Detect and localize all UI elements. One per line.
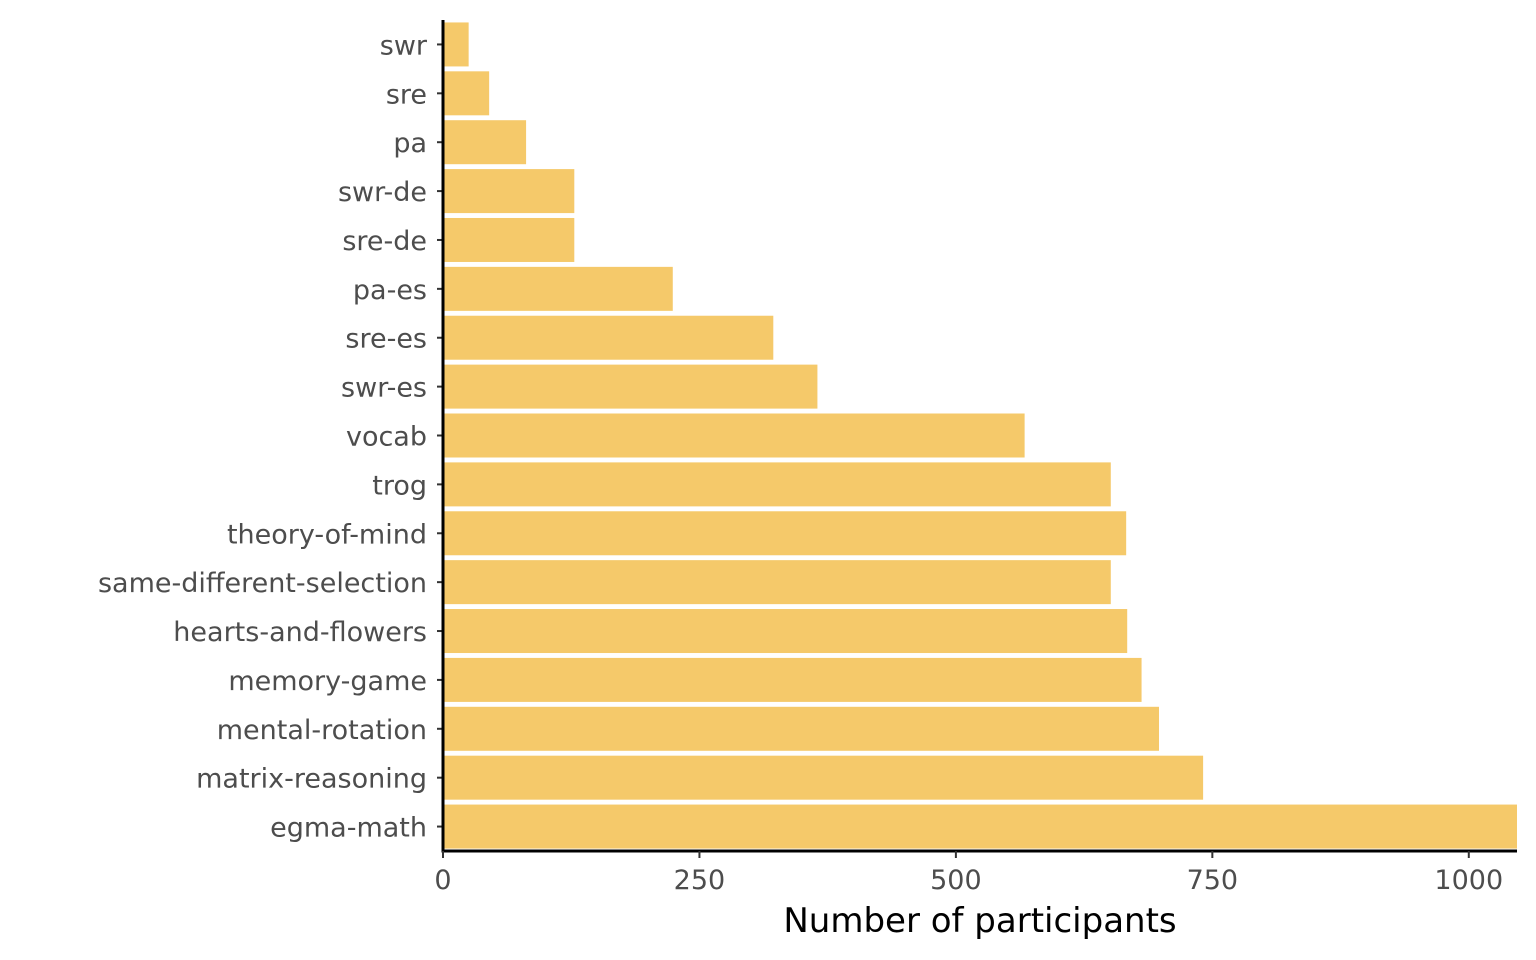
y-tick-label-matrix-reasoning: matrix-reasoning	[196, 764, 427, 795]
x-axis: 0 250 500 750 1000	[434, 849, 1517, 896]
bar-pa-es	[443, 266, 673, 311]
bar-pa	[443, 120, 527, 165]
bar-theory-of-mind	[443, 511, 1127, 556]
y-tick-label-sre-es: sre-es	[345, 324, 427, 355]
y-tick-label-mental-rotation: mental-rotation	[217, 715, 427, 746]
bar-memory-game	[443, 657, 1142, 702]
bar-same-different-selection	[443, 560, 1111, 605]
bar-mental-rotation	[443, 706, 1159, 751]
y-tick-label-egma-math: egma-math	[270, 813, 427, 844]
bar-swr-es	[443, 364, 818, 409]
bar-sre-es	[443, 315, 774, 360]
x-axis-title: Number of participants	[783, 901, 1176, 941]
y-tick-label-swr: swr	[380, 30, 428, 61]
bar-matrix-reasoning	[443, 755, 1204, 800]
y-tick-label-trog: trog	[372, 470, 427, 501]
y-tick-label-sre: sre	[386, 79, 427, 110]
y-tick-label-sre-de: sre-de	[342, 226, 427, 257]
y-tick-label-vocab: vocab	[346, 422, 427, 453]
bar-sre-de	[443, 217, 575, 262]
y-tick-label-swr-de: swr-de	[338, 177, 427, 208]
y-tick-label-same-different-selection: same-different-selection	[98, 568, 427, 599]
x-tick-label-500: 500	[930, 865, 982, 896]
x-tick-label-0: 0	[434, 865, 451, 896]
bar-sre	[443, 71, 490, 116]
bar-hearts-and-flowers	[443, 609, 1128, 654]
bar-swr-de	[443, 169, 575, 214]
y-tick-label-theory-of-mind: theory-of-mind	[227, 519, 427, 550]
x-tick-label-750: 750	[1187, 865, 1239, 896]
y-tick-label-pa-es: pa-es	[353, 275, 427, 306]
bar-swr	[443, 22, 469, 67]
bar-vocab	[443, 413, 1025, 458]
y-tick-label-pa: pa	[393, 128, 427, 159]
x-tick-label-250: 250	[674, 865, 726, 896]
y-tick-label-hearts-and-flowers: hearts-and-flowers	[173, 617, 427, 648]
bar-egma-math	[443, 804, 1517, 849]
bars-group	[443, 22, 1517, 849]
bar-trog	[443, 462, 1111, 507]
y-axis: swr sre pa swr-de sre-de pa-es sre-es swr-es voc…	[98, 20, 445, 851]
y-tick-label-memory-game: memory-game	[228, 666, 427, 697]
x-tick-label-1000: 1000	[1434, 865, 1503, 896]
y-tick-label-swr-es: swr-es	[341, 373, 427, 404]
